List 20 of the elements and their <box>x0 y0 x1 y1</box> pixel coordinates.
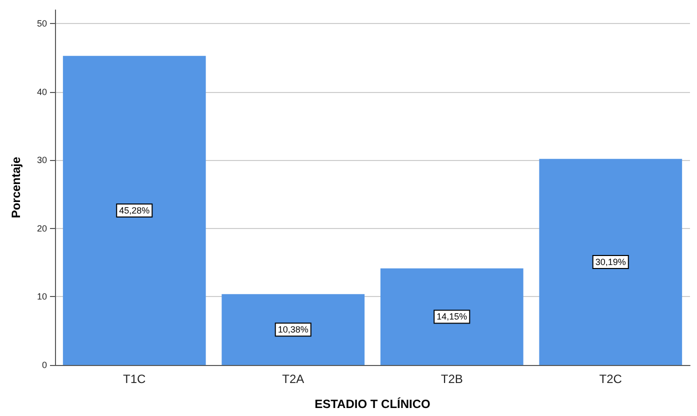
y-tick-label: 50 <box>36 18 47 29</box>
y-tick-label: 10 <box>36 292 47 302</box>
x-tick-label: T2A <box>282 372 304 386</box>
y-tick-label: 40 <box>36 86 47 97</box>
x-tick-label: T2C <box>599 372 622 386</box>
bar <box>380 268 524 365</box>
y-tick-label: 30 <box>36 155 47 166</box>
x-tick-label: T1C <box>123 372 146 386</box>
x-axis-title: ESTADIO T CLÍNICO <box>314 397 430 411</box>
data-label: 45,28% <box>119 205 150 216</box>
data-label: 14,15% <box>436 312 468 322</box>
data-label: 30,19% <box>595 256 626 267</box>
bar <box>222 294 365 365</box>
y-tick-label: 20 <box>36 223 47 234</box>
x-tick-label: T2B <box>440 372 463 386</box>
bar <box>62 56 206 365</box>
bar <box>539 158 682 365</box>
data-label: 10,38% <box>278 324 308 335</box>
y-axis-title: Porcentaje <box>9 156 23 218</box>
y-tick-label: 0 <box>42 360 47 370</box>
